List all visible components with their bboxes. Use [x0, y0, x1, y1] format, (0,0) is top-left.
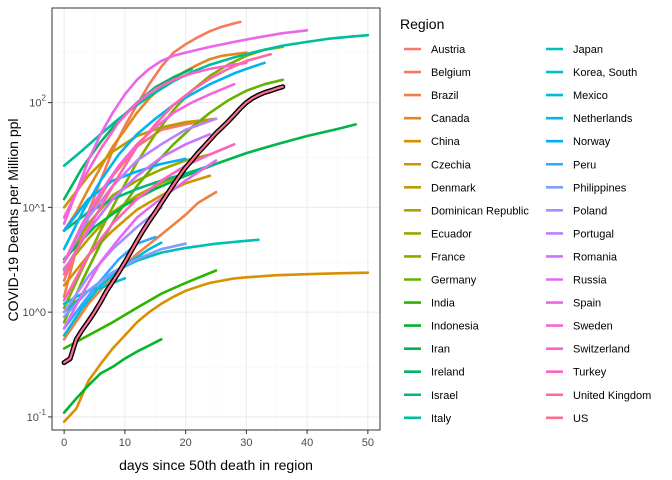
legend-label: Italy — [431, 413, 452, 425]
legend-label: Canada — [431, 113, 470, 125]
legend-label: Ireland — [431, 367, 465, 379]
series-line — [62, 206, 163, 314]
legend-label: Poland — [573, 205, 607, 217]
legend-label: Spain — [573, 298, 601, 310]
series-line — [62, 28, 309, 225]
legend-label: Japan — [573, 44, 603, 56]
legend-label: Indonesia — [431, 321, 480, 333]
series-line-highlighted — [62, 85, 284, 364]
y-tick-label: 10^0 — [22, 307, 46, 319]
legend-label: Ecuador — [431, 228, 472, 240]
legend-label: Germany — [431, 275, 477, 287]
series-line — [62, 45, 285, 310]
series-line — [62, 235, 157, 330]
legend-label: Israel — [431, 390, 458, 402]
series-line — [62, 241, 163, 337]
series-line — [62, 61, 266, 251]
x-tick-label: 20 — [180, 437, 192, 449]
legend-label: China — [431, 136, 461, 148]
series-line — [62, 269, 218, 350]
series-lines — [61, 20, 370, 424]
series-line — [62, 117, 218, 264]
legend-label: Mexico — [573, 90, 608, 102]
legend-label: India — [431, 298, 456, 310]
legend-label: Turkey — [573, 367, 607, 379]
legend-label: Portugal — [573, 228, 614, 240]
y-axis-ticks: 10-1 10^0 10^1 102 — [22, 94, 52, 424]
series-line — [62, 33, 370, 167]
legend-label: Romania — [573, 251, 618, 263]
legend-label: Czechia — [431, 159, 472, 171]
plot-border — [51, 7, 381, 431]
x-axis-title: days since 50th death in region — [119, 457, 313, 473]
series-line — [62, 153, 212, 264]
x-tick-label: 0 — [61, 437, 67, 449]
legend-label: Russia — [573, 275, 608, 287]
legend-label: Brazil — [431, 90, 459, 102]
plot-frame — [51, 7, 381, 431]
series-line — [62, 159, 218, 330]
series-line — [62, 157, 187, 232]
x-tick-label: 10 — [119, 437, 131, 449]
legend-title: Region — [400, 16, 444, 32]
x-tick-label: 50 — [362, 437, 374, 449]
legend-label: Denmark — [431, 182, 476, 194]
legend-label: France — [431, 251, 465, 263]
legend-label: Iran — [431, 344, 450, 356]
legend-label: Korea, South — [573, 67, 637, 79]
legend-label: US — [573, 413, 588, 425]
series-line — [62, 20, 242, 299]
legend-label: Dominican Republic — [431, 205, 529, 217]
series-line — [62, 78, 285, 324]
series-line — [62, 61, 248, 219]
legend-label: Peru — [573, 159, 596, 171]
legend-label: Philippines — [573, 182, 627, 194]
series-line — [62, 190, 218, 341]
series-line — [62, 271, 370, 424]
legend-label: Sweden — [573, 321, 613, 333]
legend-label: Netherlands — [573, 113, 633, 125]
legend-label: Norway — [573, 136, 611, 148]
legend-label: Belgium — [431, 67, 471, 79]
legend: Austria Belgium Brazil Canada China Czechia De… — [404, 44, 651, 425]
legend-label: United Kingdom — [573, 390, 651, 402]
x-axis-ticks: 0 10 20 30 40 50 — [61, 430, 374, 449]
y-tick-label: 10-1 — [27, 408, 47, 424]
y-tick-label: 10^1 — [22, 202, 46, 214]
y-axis-title: COVID-19 Deaths per Million ppl — [5, 118, 21, 321]
series-line — [62, 337, 163, 414]
x-tick-label: 40 — [301, 437, 313, 449]
x-tick-label: 30 — [240, 437, 252, 449]
legend-label: Switzerland — [573, 344, 630, 356]
series-line — [62, 52, 273, 276]
series-line — [62, 143, 236, 302]
y-tick-label: 102 — [29, 94, 46, 110]
legend-label: Austria — [431, 44, 466, 56]
